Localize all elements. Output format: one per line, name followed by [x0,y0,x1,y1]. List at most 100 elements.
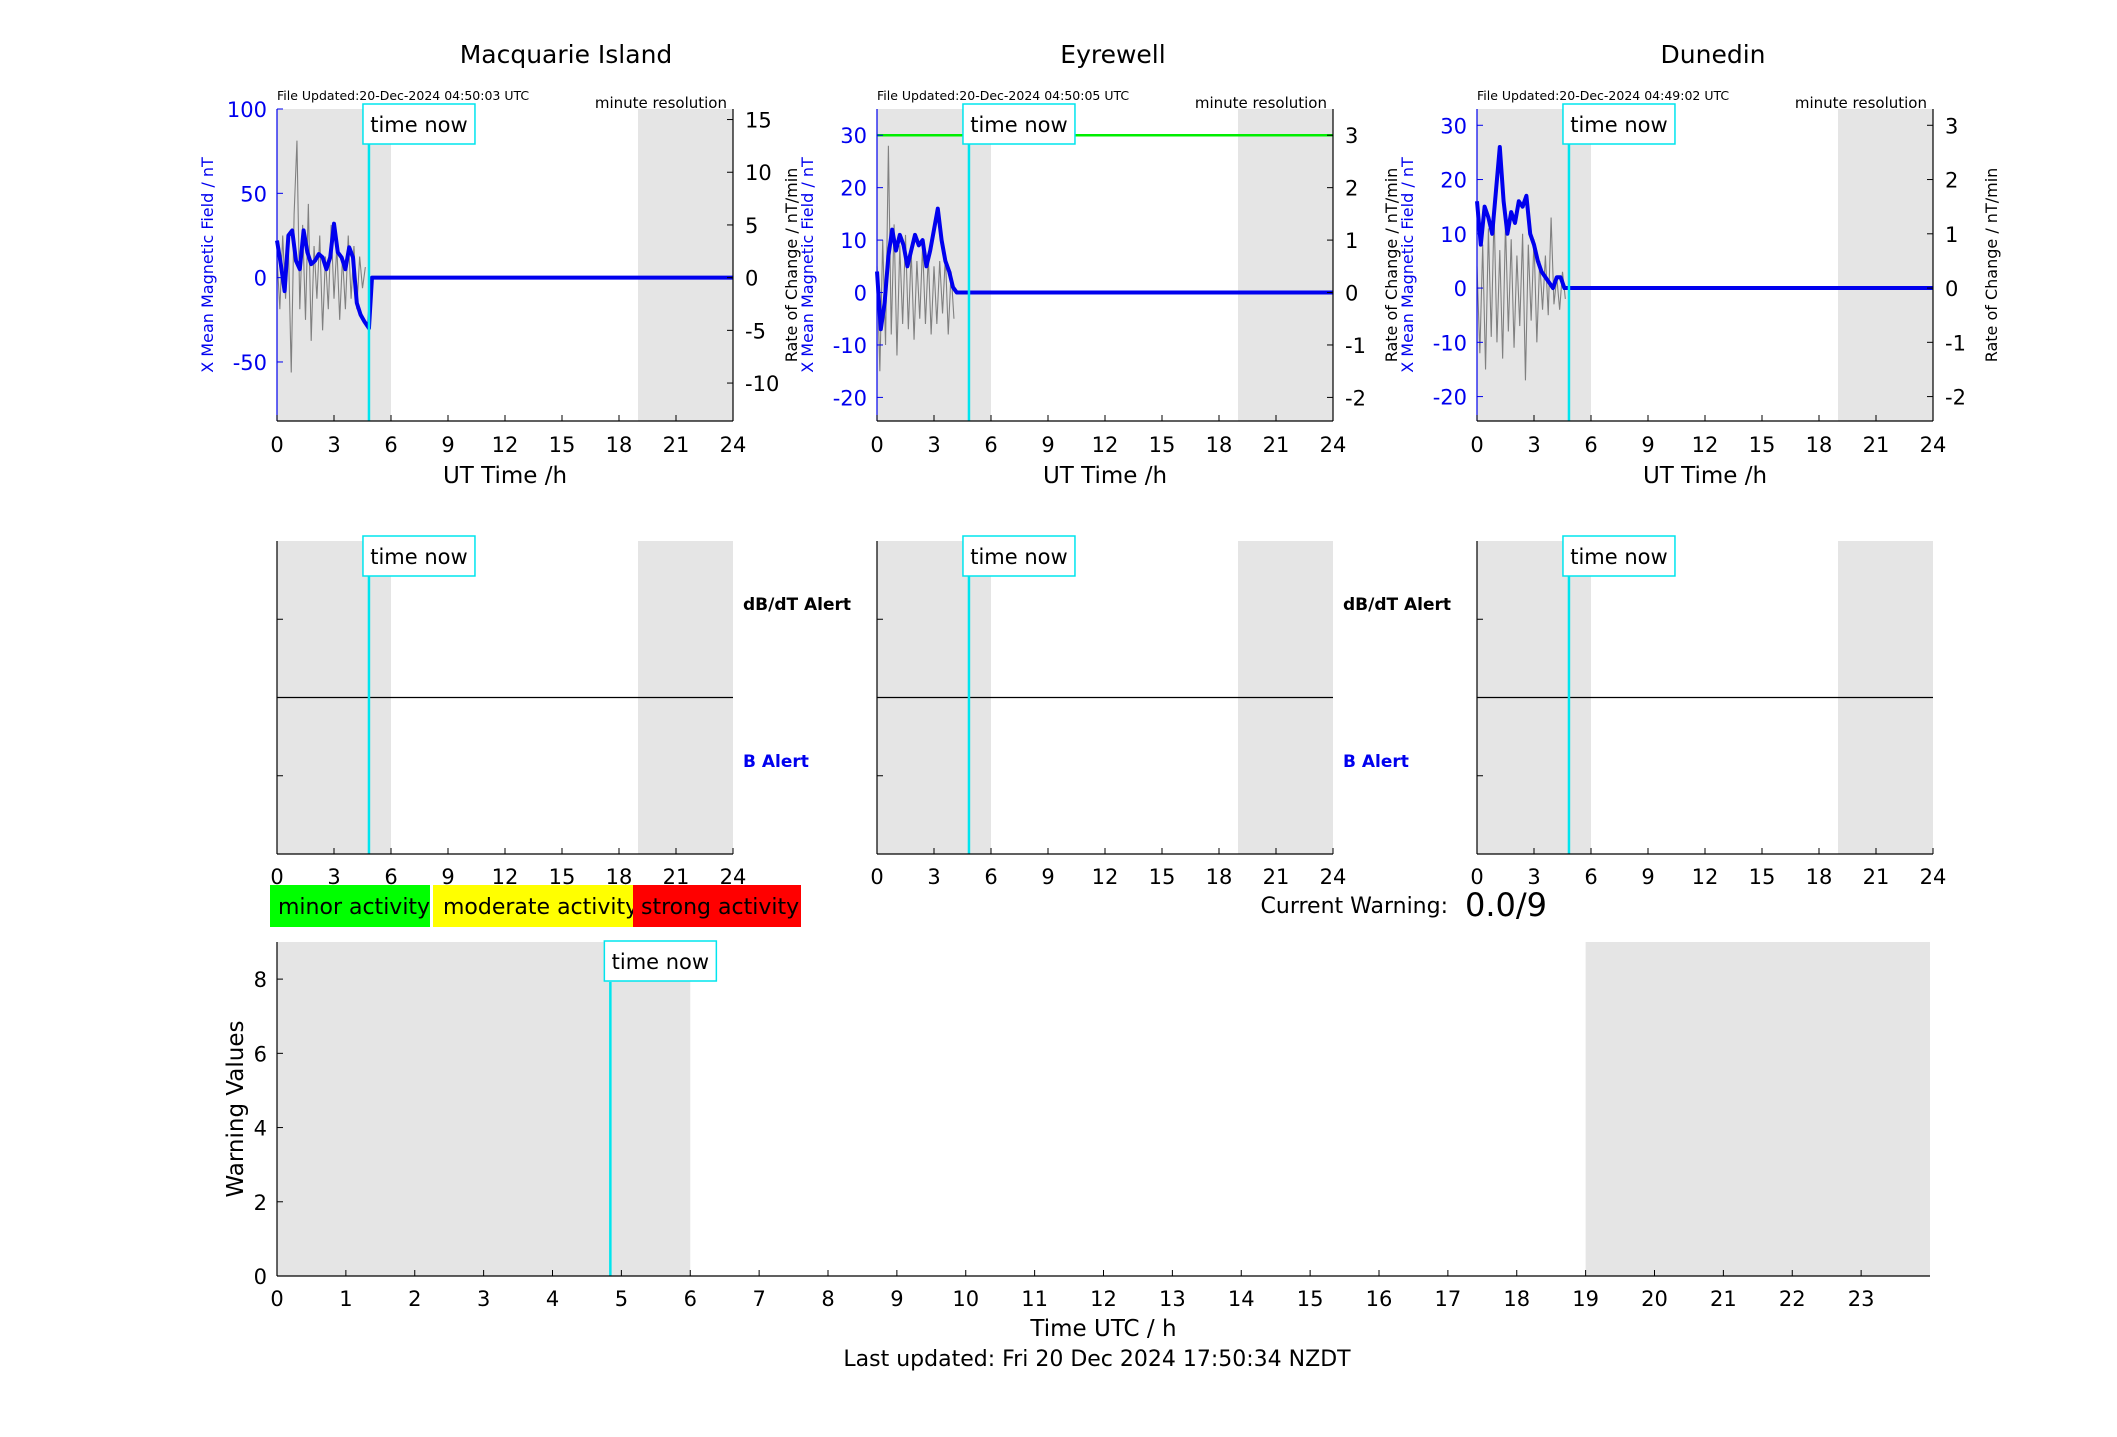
station-3-ytick-label: -10 [1433,331,1467,355]
warning-xtick-label: 3 [477,1287,490,1311]
station-1-ytick-label: 0 [254,267,267,291]
warning-xtick-label: 23 [1848,1287,1875,1311]
station-1-xtick-label: 0 [270,433,283,457]
legend-moderate-label: moderate activity [443,895,638,920]
station-3-xtick-label: 0 [1470,433,1483,457]
alert-panel-2-time-now-label: time now [970,545,1067,569]
warning-ytick-label: 2 [254,1191,267,1215]
station-1-time-now-label: time now [370,113,467,137]
station-2-y2tick-label: -2 [1345,386,1366,410]
station-2-xtick-label: 9 [1041,433,1054,457]
station-3-xtick-label: 15 [1749,433,1776,457]
station-1-resolution: minute resolution [595,94,727,112]
station-3-xtick-label: 12 [1692,433,1719,457]
warning-xtick-label: 14 [1228,1287,1255,1311]
alert-panel-3-xtick-label: 3 [1527,865,1540,889]
station-3-file-updated: File Updated:20-Dec-2024 04:49:02 UTC [1477,88,1729,103]
station-1-xtick-label: 18 [606,433,633,457]
station-2-xtick-label: 15 [1149,433,1176,457]
alert-panel-3-time-now-box [1562,535,1676,577]
station-3-xtick-label: 21 [1863,433,1890,457]
station-1-night-shade-0 [277,109,391,421]
station-2-ytick-label: -20 [833,386,867,410]
station-2-y2tick-label: 0 [1345,282,1358,306]
warning-xtick-label: 21 [1710,1287,1737,1311]
station-3-rate-of-change-line [1476,212,1566,381]
alert-panel-2-dbdt-alert-label: dB/dT Alert [1343,595,1451,615]
warning-xtick-label: 12 [1090,1287,1117,1311]
warning-ytick-label: 0 [254,1265,267,1289]
station-1-y2tick-label: -5 [745,319,766,343]
station-3-xtick-label: 18 [1806,433,1833,457]
station-3-time-now-label: time now [1570,113,1667,137]
legend-strong-swatch [633,885,801,927]
station-2-y2tick-label: 2 [1345,177,1358,201]
station-1-xtick-label: 24 [720,433,747,457]
station-1-file-updated: File Updated:20-Dec-2024 04:50:03 UTC [277,88,529,103]
alert-panel-2-b-alert-label: B Alert [1343,752,1409,772]
station-2-time-now-label: time now [970,113,1067,137]
station-3-y2tick-label: -1 [1945,331,1966,355]
station-1-xtick-label: 6 [384,433,397,457]
alert-panel-3-xtick-label: 9 [1641,865,1654,889]
station-3-time-now-box [1562,103,1676,145]
station-3-title: Dunedin [1661,40,1766,69]
alert-panel-1-xtick-label: 6 [384,865,397,889]
station-2-time-now-box [962,103,1076,145]
station-3-xtick-label: 3 [1527,433,1540,457]
last-updated: Last updated: Fri 20 Dec 2024 17:50:34 N… [843,1347,1351,1372]
warning-xtick-label: 20 [1641,1287,1668,1311]
station-3-y2tick-label: 3 [1945,114,1958,138]
station-3-resolution: minute resolution [1795,94,1927,112]
station-1-y2tick-label: 5 [745,214,758,238]
warning-night-shade-1 [1585,942,1930,1276]
station-1-xtick-label: 12 [492,433,519,457]
station-2-x-field-line [875,206,1333,332]
station-2-file-updated: File Updated:20-Dec-2024 04:50:05 UTC [877,88,1129,103]
alert-panel-1-time-now-box [362,535,476,577]
alert-panel-2-time-now-box [962,535,1076,577]
station-1-xtick-label: 15 [549,433,576,457]
warning-night-shade-0 [277,942,691,1276]
alert-panel-3-xtick-label: 12 [1692,865,1719,889]
station-1-ytick-label: -50 [233,351,267,375]
station-magnetic-field-panels: Macquarie Island File Updated:20-Dec-2024… [198,40,2001,489]
warning-xtick-label: 6 [684,1287,697,1311]
station-1-ylabel: X Mean Magnetic Field / nT [198,157,217,373]
station-3-y2tick-label: -2 [1945,386,1966,410]
alert-panel-2-xtick-label: 12 [1092,865,1119,889]
warning-xtick-label: 11 [1021,1287,1048,1311]
alert-panel-1-xtick-label: 3 [327,865,340,889]
station-3-ytick-label: 20 [1440,169,1467,193]
station-3-night-shade-0 [1477,109,1591,421]
station-2-xtick-label: 18 [1206,433,1233,457]
alert-panel-1-xtick-label: 9 [441,865,454,889]
station-2-y2tick-label: -1 [1345,334,1366,358]
station-2-xlabel: UT Time /h [1043,463,1167,489]
alert-panel-1-xtick-label: 0 [270,865,283,889]
station-3-y2tick-label: 2 [1945,169,1958,193]
warning-xtick-label: 8 [821,1287,834,1311]
alert-panel-3-xtick-label: 0 [1470,865,1483,889]
station-1-xtick-label: 3 [327,433,340,457]
warning-xtick-label: 22 [1779,1287,1806,1311]
alert-panel-3-xtick-label: 21 [1863,865,1890,889]
legend-minor-label: minor activity [278,895,430,920]
current-warning-value: 0.0/9 [1465,886,1547,924]
alert-panel-3-xtick-label: 15 [1749,865,1776,889]
warning-time-now-label: time now [612,950,709,974]
warning-ytick-label: 4 [254,1117,267,1141]
station-1-y2tick-label: -10 [745,372,779,396]
alert-panel-3: time now 0 3 6 9 12 15 18 21 24 [1470,535,1946,889]
station-2-y2tick-label: 1 [1345,229,1358,253]
station-3-ylabel: X Mean Magnetic Field / nT [1398,157,1417,373]
alert-panel-1-time-now-label: time now [370,545,467,569]
station-2-night-shade-1 [1238,109,1333,421]
station-1-time-now-box [362,103,476,145]
station-2-y2label: Rate of Change / nT/min [1382,168,1401,363]
station-2-xtick-label: 12 [1092,433,1119,457]
warning-xtick-label: 10 [952,1287,979,1311]
station-2-xtick-label: 24 [1320,433,1347,457]
